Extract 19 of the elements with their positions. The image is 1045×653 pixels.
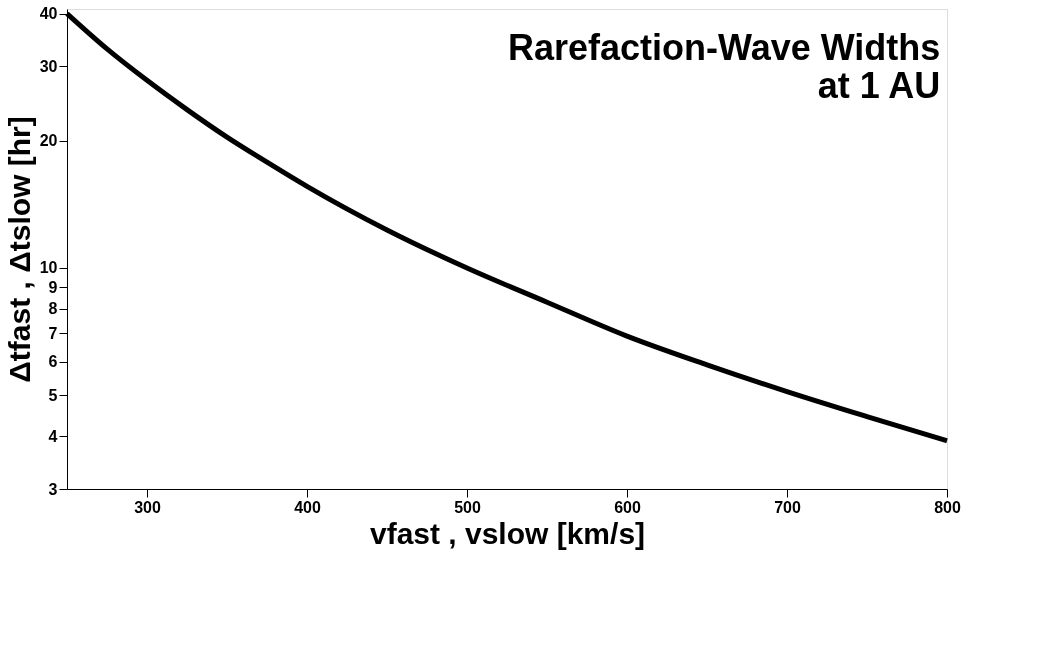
x-tick-label: 500 <box>454 498 481 516</box>
y-tick-label: 10 <box>39 259 58 277</box>
y-tick-label: 9 <box>48 278 58 296</box>
y-tick-label: 30 <box>39 57 58 75</box>
x-axis-title: vfast , vslow [km/s] <box>369 516 646 550</box>
y-tick-label: 4 <box>48 427 58 445</box>
y-tick-label: 7 <box>48 324 58 342</box>
y-tick-label: 3 <box>48 480 58 498</box>
y-tick-label: 20 <box>39 132 58 150</box>
x-tick-label: 400 <box>294 498 321 516</box>
y-tick-label: 5 <box>48 386 58 404</box>
y-tick-label: 8 <box>48 300 58 318</box>
x-tick-label: 600 <box>614 498 641 516</box>
y-tick-label: 6 <box>48 353 58 371</box>
x-tick-label: 300 <box>134 498 161 516</box>
y-tick-label: 40 <box>39 5 58 23</box>
x-tick-label: 800 <box>934 498 961 516</box>
y-axis-title: Δtfast , Δtslow [hr] <box>2 116 36 383</box>
x-tick-label: 700 <box>774 498 801 516</box>
